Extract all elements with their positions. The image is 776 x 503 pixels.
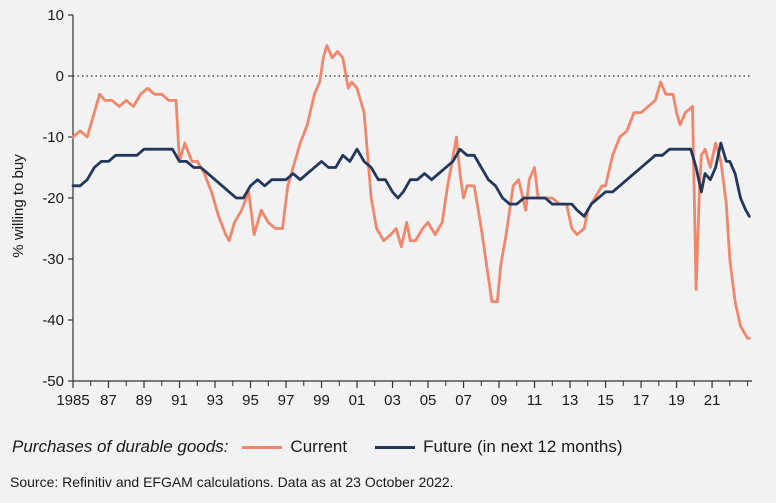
y-tick-label: 0 (56, 68, 64, 85)
legend-title: Purchases of durable goods: (12, 437, 229, 456)
x-tick-label: 15 (597, 392, 614, 409)
x-tick-label: 95 (242, 392, 259, 409)
legend-label-current: Current (290, 437, 348, 456)
legend: Purchases of durable goods: Current Futu… (12, 434, 650, 460)
x-tick-label: 91 (171, 392, 188, 409)
x-tick-label: 07 (455, 392, 472, 409)
y-axis: 10 0 -10 -20 -30 -40 -50 (42, 7, 73, 390)
legend-label-future: Future (in next 12 months) (423, 437, 623, 456)
x-tick-label: 01 (349, 392, 366, 409)
x-tick-label: 09 (491, 392, 508, 409)
x-tick-label: 03 (384, 392, 401, 409)
legend-swatch-future (375, 445, 416, 449)
x-tick-label: 21 (704, 392, 721, 409)
source-note: Source: Refinitiv and EFGAM calculations… (10, 474, 454, 490)
y-tick-label: -50 (42, 373, 64, 390)
chart: 10 0 -10 -20 -30 -40 -50 1985 87 89 91 93 95 97 99 01 0… (10, 7, 752, 409)
y-tick-label: -20 (42, 190, 64, 207)
x-tick-label: 93 (207, 392, 224, 409)
x-tick-label: 97 (278, 392, 295, 409)
x-tick-label: 1985 (56, 392, 89, 409)
x-tick-label: 89 (136, 392, 153, 409)
legend-swatch-current (242, 445, 283, 449)
y-tick-label: -40 (42, 312, 64, 329)
x-tick-label: 99 (313, 392, 330, 409)
x-tick-label: 17 (633, 392, 650, 409)
x-tick-label: 19 (668, 392, 685, 409)
y-axis-label: % willing to buy (10, 154, 27, 258)
y-tick-label: -30 (42, 251, 64, 268)
x-tick-label: 87 (100, 392, 117, 409)
x-tick-label: 11 (527, 392, 543, 409)
x-tick-label: 13 (562, 392, 579, 409)
y-tick-label: -10 (42, 129, 64, 146)
series-current-line (71, 44, 751, 340)
legend-item-current: Current (242, 437, 347, 457)
series-layer (71, 44, 751, 340)
legend-item-future: Future (in next 12 months) (375, 437, 622, 457)
x-axis: 1985 87 89 91 93 95 97 99 01 03 05 07 09 11 13 15 17 19 21 (56, 381, 749, 409)
plot-frame (72, 15, 752, 382)
series-future-line (71, 141, 751, 218)
y-tick-label: 10 (47, 7, 64, 24)
x-tick-label: 05 (420, 392, 437, 409)
